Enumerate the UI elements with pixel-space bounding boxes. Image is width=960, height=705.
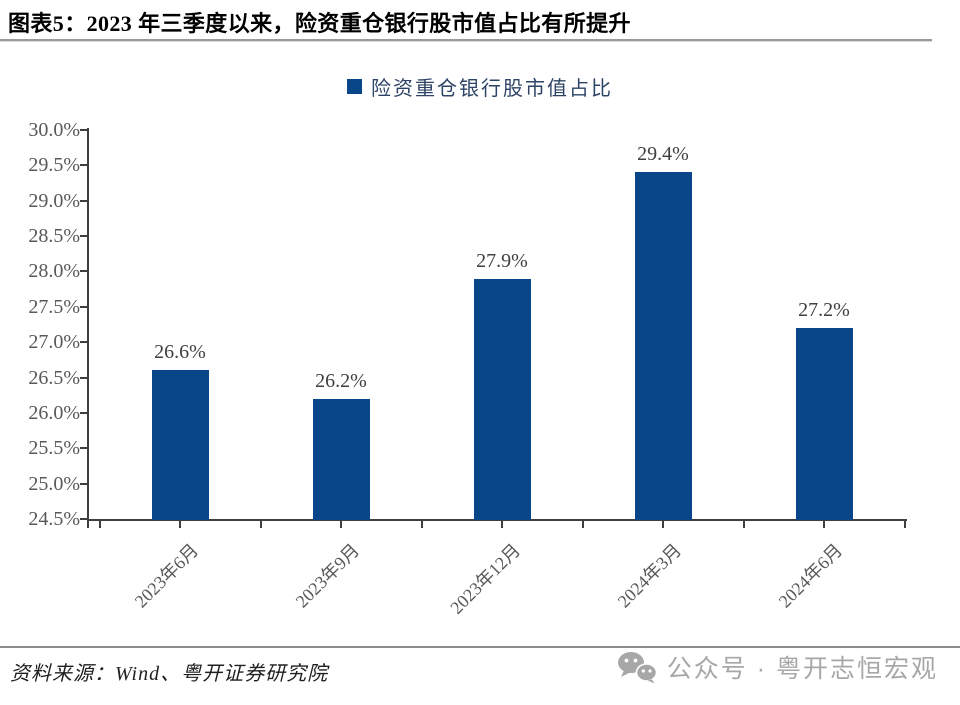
x-axis-tick — [823, 519, 825, 528]
x-axis-tick — [662, 519, 664, 528]
y-axis-tick — [80, 235, 87, 238]
y-axis-tick — [80, 411, 87, 414]
y-axis-tick — [80, 518, 87, 520]
x-axis-tick — [581, 519, 584, 528]
legend: 险资重仓银行股市值占比 — [0, 72, 960, 101]
x-axis-label: 2023年6月 — [130, 540, 203, 612]
y-axis-label: 29.0% — [28, 189, 80, 212]
x-axis-tick — [98, 519, 101, 528]
y-axis-label: 24.5% — [28, 508, 80, 530]
y-axis-tick — [80, 270, 87, 273]
x-axis-tick — [87, 519, 89, 528]
y-axis-label: 25.0% — [28, 472, 80, 495]
bar — [151, 370, 209, 520]
y-axis-tick — [80, 341, 87, 344]
y-axis — [87, 128, 89, 521]
y-axis-label: 27.0% — [28, 331, 80, 354]
wechat-icon — [617, 651, 657, 683]
y-axis-label: 26.0% — [28, 401, 80, 424]
legend-swatch — [347, 79, 362, 94]
y-axis-tick — [80, 482, 87, 485]
x-axis-tick — [903, 519, 906, 528]
bar-value-label: 27.2% — [798, 299, 850, 322]
x-axis-label: 2023年9月 — [291, 540, 364, 612]
bar — [634, 172, 692, 520]
bar — [795, 328, 853, 520]
x-axis-tick — [340, 519, 342, 528]
y-axis-label: 26.5% — [28, 366, 80, 389]
title-divider — [0, 39, 932, 42]
bar-value-label: 26.6% — [154, 341, 206, 364]
x-axis-tick — [179, 519, 181, 528]
footer-divider — [0, 646, 960, 648]
x-axis — [87, 519, 907, 521]
x-axis-label: 2024年3月 — [613, 540, 686, 612]
watermark-label: 公众号 · 粤开志恒宏观 — [666, 655, 938, 683]
y-axis-label: 27.5% — [28, 295, 80, 318]
y-axis-tick — [80, 305, 87, 308]
y-axis-tick — [80, 376, 87, 379]
y-axis-label: 28.5% — [28, 225, 80, 248]
bar-value-label: 26.2% — [315, 369, 367, 392]
y-axis-tick — [80, 164, 87, 167]
y-axis-label: 30.0% — [28, 119, 80, 141]
chart-title: 图表5：2023 年三季度以来，险资重仓银行股市值占比有所提升 — [8, 11, 631, 36]
y-axis-label: 28.0% — [28, 260, 80, 283]
source-note: 资料来源：Wind、粤开证券研究院 — [10, 663, 329, 685]
x-axis-label: 2023年12月 — [446, 540, 525, 618]
bar — [473, 278, 531, 520]
x-axis-tick — [501, 519, 503, 528]
bar-value-label: 27.9% — [476, 249, 528, 272]
bar-value-label: 29.4% — [637, 143, 689, 166]
x-axis-tick — [420, 519, 423, 528]
x-axis-label: 2024年6月 — [774, 540, 847, 612]
y-axis-tick — [80, 129, 87, 131]
watermark: 公众号 · 粤开志恒宏观 — [617, 649, 938, 685]
x-axis-tick — [742, 519, 745, 528]
y-axis-label: 25.5% — [28, 437, 80, 460]
legend-label: 险资重仓银行股市值占比 — [371, 78, 613, 100]
y-axis-tick — [80, 447, 87, 450]
y-axis-label: 29.5% — [28, 154, 80, 177]
x-axis-tick — [259, 519, 262, 528]
bar — [312, 398, 370, 520]
y-axis-tick — [80, 199, 87, 202]
